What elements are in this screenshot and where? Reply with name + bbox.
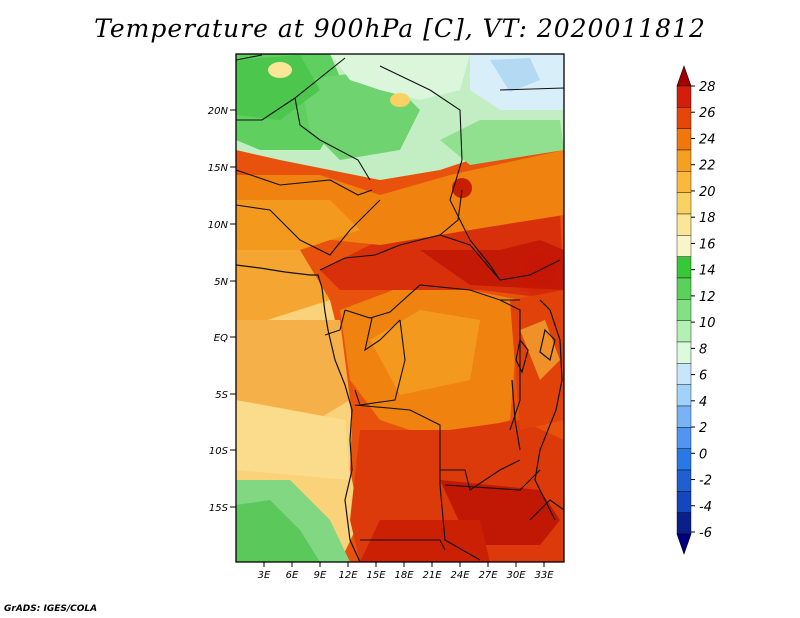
colorbar-label: -6 (699, 526, 712, 541)
colorbar-label: 16 (699, 237, 716, 252)
colorbar-label: 12 (699, 290, 716, 305)
lon-label: 9E (314, 570, 327, 581)
colorbar-bin (676, 363, 692, 385)
lon-label: 24E (450, 570, 470, 581)
lon-label: 33E (534, 570, 554, 581)
lon-label: 12E (338, 570, 358, 581)
colorbar-top-arrow (676, 65, 692, 87)
lat-label: 20N (208, 106, 229, 117)
lon-label: 21E (422, 570, 442, 581)
colorbar-bin (676, 341, 692, 364)
lon-label: 3E (258, 570, 271, 581)
colorbar-bin (676, 107, 692, 129)
colorbar-label: 4 (699, 395, 707, 410)
colorbar-bin (676, 427, 692, 449)
colorbar-bottom-arrow (676, 533, 692, 555)
colorbar-label: 14 (699, 264, 716, 279)
longitude-axis: 3E 6E 9E 12E 15E 18E 21E 24E 27E 30E 33E (258, 562, 554, 581)
colorbar-bin (676, 192, 692, 215)
colorbar-bin (676, 128, 692, 151)
colorbar-label: 24 (699, 132, 716, 147)
colorbar-bin (676, 235, 692, 257)
colorbar-bin (676, 256, 692, 279)
colorbar-label: 0 (699, 447, 707, 462)
country-borders (236, 54, 564, 561)
lat-label: 10N (208, 220, 229, 231)
colorbar-label: -4 (699, 500, 712, 515)
colorbar-label: 6 (699, 369, 707, 384)
temperature-field (236, 54, 564, 562)
lon-label: 18E (394, 570, 414, 581)
colorbar-bin (676, 405, 692, 428)
latitude-axis: 20N 15N 10N 5N EQ 5S 10S 15S (208, 106, 236, 514)
colorbar-bin (676, 85, 692, 108)
colorbar-bin (676, 320, 692, 343)
colorbar-label: 26 (699, 106, 716, 121)
lon-label: 27E (478, 570, 498, 581)
colorbar-bin (676, 469, 692, 492)
colorbar-bin (676, 171, 692, 193)
lat-label: 5N (214, 277, 228, 288)
lon-label: 6E (286, 570, 299, 581)
colorbar-label: 18 (699, 211, 716, 226)
colorbar-label: 8 (699, 342, 707, 357)
colorbar-label: 22 (699, 159, 716, 174)
map-title: Temperature at 900hPa [C], VT: 202001181… (94, 14, 706, 43)
colorbar-bin (676, 213, 692, 236)
lat-label: 5S (215, 390, 228, 401)
colorbar-bin (676, 384, 692, 407)
colorbar-label: 10 (699, 316, 716, 331)
lon-label: 30E (506, 570, 526, 581)
lat-label: 10S (209, 446, 229, 457)
lat-label: EQ (214, 333, 228, 344)
grads-credit: GrADS: IGES/COLA (4, 604, 98, 614)
colorbar-bin (676, 491, 692, 513)
lat-label: 15S (209, 503, 229, 514)
colorbar-bin (676, 149, 692, 172)
coastline (236, 264, 563, 562)
colorbar-label: -2 (699, 474, 712, 489)
colorbar-label: 2 (699, 421, 707, 436)
colorbar-bin (676, 277, 692, 300)
colorbar-bin (676, 448, 692, 471)
colorbar-bin (676, 299, 692, 321)
lat-label: 15N (208, 163, 229, 174)
colorbar-bin (676, 512, 692, 535)
colorbar-label: 28 (699, 80, 716, 95)
plot-frame (235, 53, 565, 563)
colorbar-label: 20 (699, 185, 716, 200)
lon-label: 15E (366, 570, 386, 581)
